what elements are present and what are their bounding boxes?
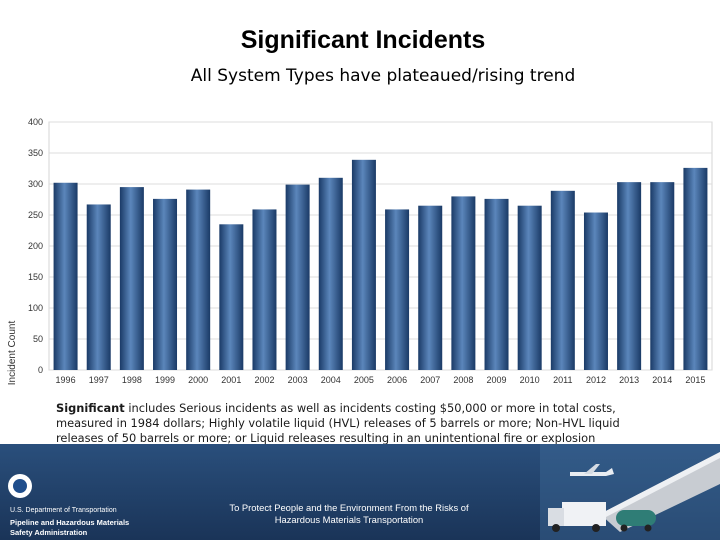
- significant-definition-note: Significant includes Serious incidents a…: [56, 401, 668, 446]
- x-tick-label: 2011: [553, 375, 572, 385]
- bar-2011: [550, 190, 575, 370]
- bar-2006: [385, 209, 410, 370]
- y-tick-label: 400: [28, 117, 43, 127]
- bar-2001: [219, 224, 244, 370]
- y-tick-label: 50: [33, 334, 43, 344]
- bar-2015: [683, 167, 708, 370]
- page-title: Significant Incidents: [240, 26, 486, 54]
- airplane-icon: [570, 464, 614, 476]
- transportation-scene: [540, 444, 720, 540]
- mission-statement: To Protect People and the Environment Fr…: [218, 502, 480, 526]
- y-tick-label: 250: [28, 210, 43, 220]
- x-tick-label: 2008: [453, 375, 473, 385]
- x-tick-label: 2002: [254, 375, 274, 385]
- chart-bars: [53, 159, 708, 370]
- y-tick-label: 100: [28, 303, 43, 313]
- bar-1997: [86, 204, 111, 370]
- bar-2007: [418, 205, 443, 370]
- x-tick-label: 1998: [122, 375, 142, 385]
- page-subtitle: All System Types have plateaued/rising t…: [190, 66, 576, 86]
- bar-2000: [186, 189, 211, 370]
- agency-line-2: Safety Administration: [10, 528, 88, 537]
- x-tick-label: 2009: [487, 375, 507, 385]
- bar-2002: [252, 209, 277, 370]
- bar-2008: [451, 196, 476, 370]
- x-tick-label: 2012: [586, 375, 606, 385]
- x-tick-label: 2006: [387, 375, 407, 385]
- mission-line-2: Hazardous Materials Transportation: [274, 514, 424, 525]
- truck-icon: [548, 502, 606, 532]
- bar-2013: [617, 182, 642, 370]
- y-axis-label: Incident Count: [7, 321, 18, 386]
- y-tick-label: 0: [38, 365, 43, 375]
- y-tick-label: 300: [28, 179, 43, 189]
- y-tick-label: 350: [28, 148, 43, 158]
- chart-gridlines: [48, 121, 713, 371]
- footer-banner: U.S. Department of Transportation Pipeli…: [0, 444, 720, 540]
- bar-2010: [517, 205, 542, 370]
- agency-line-1: Pipeline and Hazardous Materials: [10, 518, 130, 527]
- bar-1999: [153, 198, 178, 370]
- y-tick-label: 200: [28, 241, 43, 251]
- x-tick-label: 2003: [288, 375, 308, 385]
- bar-1996: [53, 182, 78, 370]
- bar-2012: [583, 212, 608, 370]
- bar-2003: [285, 184, 310, 370]
- mission-line-1: To Protect People and the Environment Fr…: [229, 502, 469, 513]
- tank-car-icon: [616, 510, 656, 532]
- agency-name: Pipeline and Hazardous Materials Safety …: [10, 518, 180, 538]
- bar-2004: [318, 177, 343, 370]
- dot-logo-icon: [8, 474, 32, 498]
- x-tick-label: 2014: [652, 375, 672, 385]
- note-text: includes Serious incidents as well as in…: [56, 401, 620, 445]
- note-bold-term: Significant: [56, 401, 125, 415]
- y-axis-ticks: 0 50 100 150 200 250 300 350 400: [28, 117, 43, 375]
- x-tick-label: 2007: [420, 375, 440, 385]
- bar-2005: [351, 159, 376, 370]
- x-tick-label: 2013: [619, 375, 639, 385]
- bar-2014: [650, 182, 675, 370]
- bar-1998: [119, 187, 144, 370]
- bar-2009: [484, 198, 509, 370]
- x-tick-label: 2004: [321, 375, 341, 385]
- department-name: U.S. Department of Transportation: [10, 507, 117, 514]
- x-tick-label: 2015: [685, 375, 705, 385]
- x-tick-label: 1997: [89, 375, 109, 385]
- x-tick-label: 1999: [155, 375, 175, 385]
- x-tick-label: 2010: [520, 375, 540, 385]
- y-tick-label: 150: [28, 272, 43, 282]
- x-tick-label: 2000: [188, 375, 208, 385]
- x-tick-label: 1996: [56, 375, 76, 385]
- x-tick-label: 2005: [354, 375, 374, 385]
- x-tick-label: 2001: [221, 375, 241, 385]
- x-axis-ticks: 1996 1997 1998 1999 2000 2001 2002 2003 2004 2005…: [56, 375, 706, 385]
